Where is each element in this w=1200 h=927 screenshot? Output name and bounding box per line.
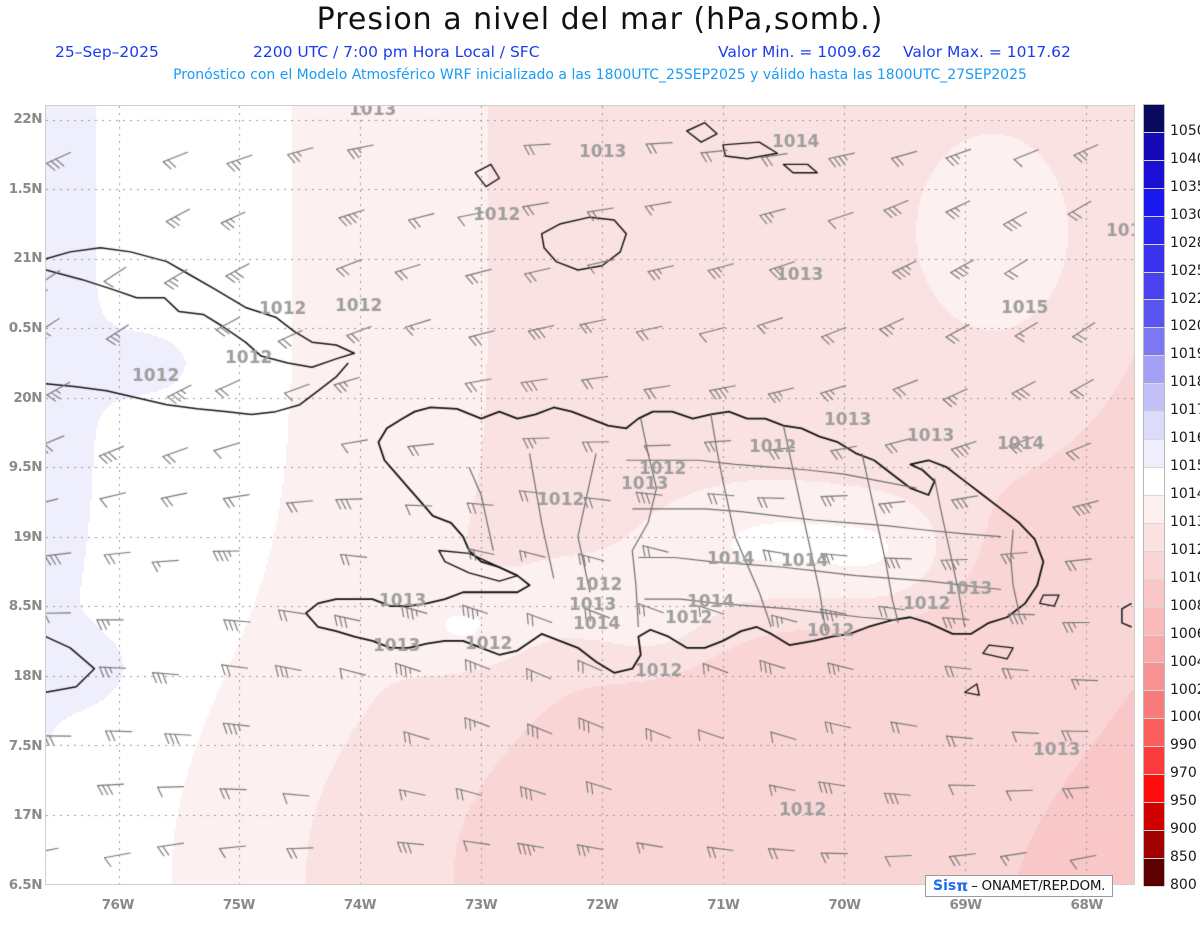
- y-tick-label: 19N: [13, 528, 42, 545]
- colorbar-tick-label: 950: [1170, 793, 1197, 810]
- colorbar-tick-label: 1015: [1170, 458, 1200, 475]
- valor-min: Valor Min. = 1009.62: [718, 43, 882, 61]
- y-tick-label: 18N: [13, 668, 42, 685]
- colorbar-swatch: [1144, 719, 1164, 748]
- colorbar-tick-label: 1019: [1170, 346, 1200, 363]
- forecast-time: 2200 UTC / 7:00 pm Hora Local / SFC: [253, 43, 540, 61]
- y-tick-label: 1.5N: [8, 180, 43, 197]
- colorbar-tick-label: 1016: [1170, 430, 1200, 447]
- colorbar-swatch: [1144, 579, 1164, 608]
- colorbar-swatch: [1144, 384, 1164, 413]
- model-note: Pronóstico con el Modelo Atmosférico WRF…: [173, 67, 1027, 83]
- colorbar-swatch: [1144, 412, 1164, 441]
- colorbar-tick-label: 1000: [1170, 709, 1200, 726]
- colorbar-tick-label: 1035: [1170, 178, 1200, 195]
- colorbar-tick-label: 1018: [1170, 374, 1200, 391]
- colorbar-swatch: [1144, 105, 1164, 133]
- colorbar-tick-label: 990: [1170, 737, 1197, 754]
- colorbar-swatch: [1144, 663, 1164, 692]
- colorbar-swatch: [1144, 691, 1164, 720]
- colorbar-tick-label: 1008: [1170, 597, 1200, 614]
- y-tick-label: 0.5N: [8, 319, 43, 336]
- page-title: Presion a nivel del mar (hPa,somb.): [316, 2, 884, 37]
- colorbar-tick-label: 800: [1170, 877, 1197, 893]
- colorbar-tick-label: 1004: [1170, 653, 1200, 670]
- x-tick-label: 73W: [465, 897, 498, 913]
- x-tick-label: 71W: [707, 897, 740, 913]
- colorbar-tick-label: 1006: [1170, 625, 1200, 642]
- colorbar-tick-label: 900: [1170, 821, 1197, 838]
- colorbar-swatch: [1144, 803, 1164, 831]
- y-tick-label: 17N: [13, 807, 42, 824]
- pressure-colorbar[interactable]: [1143, 104, 1165, 887]
- colorbar-swatch: [1144, 523, 1164, 552]
- colorbar-swatch: [1144, 551, 1164, 580]
- colorbar-swatch: [1144, 607, 1164, 636]
- colorbar-tick-label: 1010: [1170, 569, 1200, 586]
- logo-brand-text: Sis: [933, 878, 957, 894]
- valor-max: Valor Max. = 1017.62: [903, 43, 1071, 61]
- forecast-date: 25–Sep–2025: [55, 43, 159, 61]
- y-tick-label: 9.5N: [8, 459, 43, 476]
- colorbar-swatch: [1144, 132, 1164, 161]
- colorbar-swatch: [1144, 775, 1164, 804]
- colorbar-swatch: [1144, 188, 1164, 217]
- colorbar-swatch: [1144, 495, 1164, 524]
- colorbar-tick-label: 1012: [1170, 541, 1200, 558]
- colorbar-swatch: [1144, 244, 1164, 273]
- colorbar-swatch: [1144, 467, 1164, 496]
- colorbar-tick-label: 1050: [1170, 122, 1200, 139]
- y-tick-label: 22N: [13, 110, 42, 127]
- colorbar-swatch: [1144, 747, 1164, 776]
- colorbar-swatch: [1144, 830, 1164, 859]
- colorbar-swatch: [1144, 356, 1164, 385]
- x-tick-label: 68W: [1070, 897, 1104, 913]
- colorbar-swatch: [1144, 216, 1164, 245]
- y-tick-label: 8.5N: [8, 598, 43, 615]
- y-tick-label: 6.5N: [8, 877, 43, 893]
- colorbar-tick-label: 1020: [1170, 318, 1200, 335]
- map-canvas: [46, 106, 1134, 884]
- agency-logo: Sis π – ONAMET/REP.DOM.: [925, 875, 1114, 897]
- colorbar-swatch: [1144, 858, 1164, 887]
- x-tick-label: 70W: [828, 897, 861, 913]
- colorbar-tick-label: 1014: [1170, 486, 1200, 502]
- logo-agency-text: – ONAMET/REP.DOM.: [971, 878, 1106, 894]
- colorbar-tick-label: 850: [1170, 849, 1197, 866]
- y-tick-label: 7.5N: [8, 737, 43, 754]
- colorbar-swatch: [1144, 328, 1164, 357]
- colorbar-swatch: [1144, 300, 1164, 329]
- x-tick-label: 75W: [222, 897, 256, 913]
- colorbar-swatch: [1144, 440, 1164, 468]
- colorbar-tick-label: 1013: [1170, 513, 1200, 530]
- logo-pi-icon: π: [956, 877, 969, 895]
- colorbar-tick-label: 1028: [1170, 234, 1200, 251]
- y-tick-label: 20N: [13, 389, 42, 406]
- x-tick-label: 69W: [949, 897, 982, 913]
- colorbar-tick-label: 1017: [1170, 402, 1200, 419]
- x-tick-label: 76W: [101, 897, 135, 913]
- colorbar-swatch: [1144, 160, 1164, 189]
- x-tick-label: 72W: [586, 897, 619, 913]
- colorbar-tick-label: 1030: [1170, 206, 1200, 223]
- colorbar-tick-label: 1040: [1170, 150, 1200, 167]
- x-tick-label: 74W: [343, 897, 377, 913]
- colorbar-swatch: [1144, 272, 1164, 301]
- colorbar-tick-label: 1022: [1170, 290, 1200, 307]
- colorbar-tick-label: 970: [1170, 765, 1197, 782]
- colorbar-tick-label: 1002: [1170, 681, 1200, 698]
- map-plot-area[interactable]: [45, 105, 1135, 885]
- colorbar-tick-label: 1025: [1170, 262, 1200, 279]
- y-tick-label: 21N: [13, 250, 42, 267]
- colorbar-swatch: [1144, 635, 1164, 664]
